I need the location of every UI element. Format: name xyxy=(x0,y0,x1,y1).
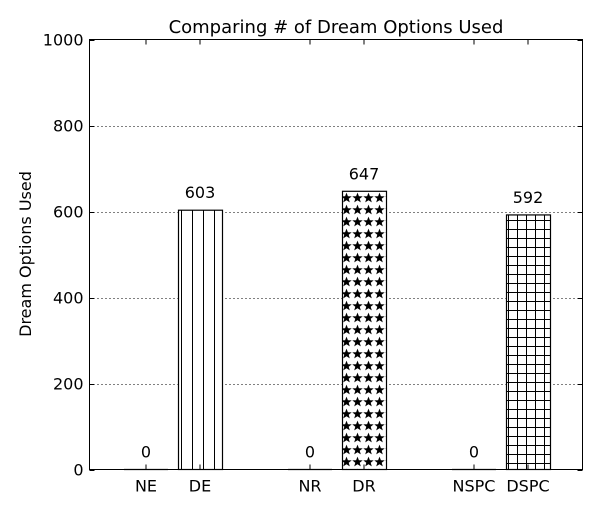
bar-de xyxy=(179,210,223,469)
y-tick-label: 1000 xyxy=(43,31,84,50)
data-label-de: 603 xyxy=(185,183,216,202)
data-label-ne: 0 xyxy=(141,443,151,462)
data-label-dspc: 592 xyxy=(513,188,544,207)
bar-dr xyxy=(343,191,387,469)
y-tick-label: 800 xyxy=(53,117,84,136)
x-tick-label-nspc: NSPC xyxy=(453,477,496,496)
x-tick-label-dspc: DSPC xyxy=(506,477,549,496)
y-tick-label: 0 xyxy=(73,461,83,480)
chart-title: Comparing # of Dream Options Used xyxy=(169,17,504,38)
data-label-dr: 647 xyxy=(349,164,380,183)
bars xyxy=(124,191,551,469)
y-tick-label: 600 xyxy=(53,203,84,222)
y-axis-label: Dream Options Used xyxy=(16,171,35,337)
bar-dspc xyxy=(507,215,551,470)
data-label-nspc: 0 xyxy=(469,443,479,462)
x-tick-label-ne: NE xyxy=(135,477,157,496)
x-tick-label-dr: DR xyxy=(352,477,375,496)
x-tick-label-de: DE xyxy=(189,477,211,496)
y-axis: 0 200 400 600 800 1000 xyxy=(43,31,583,480)
y-tick-label: 200 xyxy=(53,375,84,394)
x-tick-label-nr: NR xyxy=(298,477,321,496)
data-label-nr: 0 xyxy=(305,443,315,462)
y-tick-label: 400 xyxy=(53,289,84,308)
